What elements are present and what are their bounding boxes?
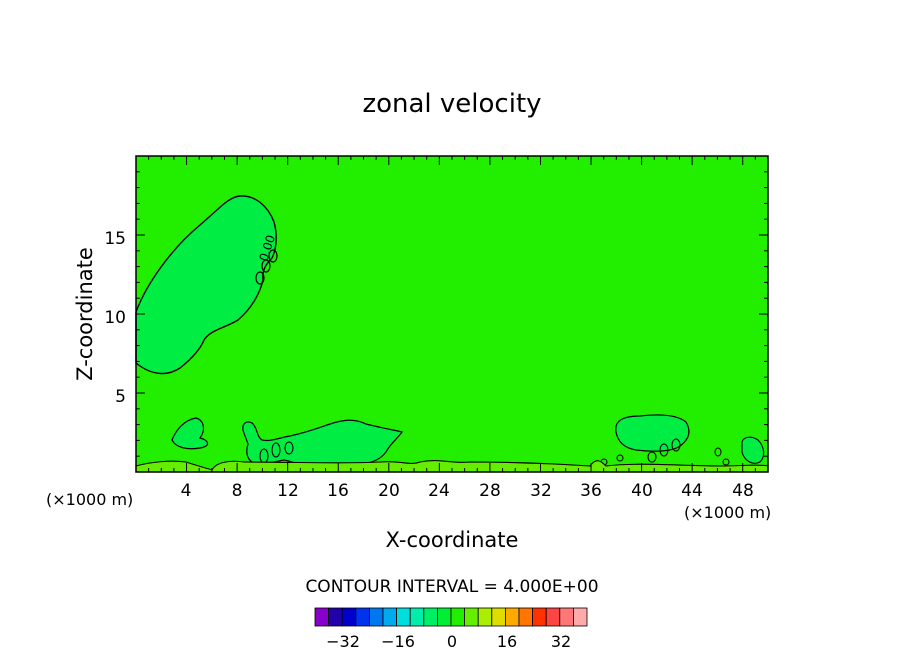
colorbar-swatch <box>464 607 479 627</box>
colorbar-swatch <box>314 607 330 627</box>
colorbar-swatch <box>423 607 438 627</box>
contour-loop <box>616 454 624 462</box>
colorbar-swatch <box>355 607 370 627</box>
colorbar-tick-label: 0 <box>447 632 457 651</box>
x-tick-label: 24 <box>428 481 450 501</box>
colorbar-swatch <box>559 607 574 627</box>
contour-region <box>615 414 690 452</box>
contour-loop <box>284 441 294 455</box>
x-tick-label: 36 <box>580 481 602 501</box>
contour-interval-text: CONTOUR INTERVAL = 4.000E+00 <box>305 577 598 597</box>
chart-title: zonal velocity <box>362 89 541 119</box>
contour-loop <box>255 271 265 285</box>
colorbar-swatch <box>328 607 343 627</box>
colorbar-swatch <box>368 607 384 627</box>
x-tick-label: 40 <box>631 481 653 501</box>
colorbar-swatch <box>518 607 534 627</box>
colorbar-tick-labels: −32 −16 0 16 32 <box>326 632 571 651</box>
colorbar-swatch <box>573 607 588 627</box>
contour-region <box>741 436 765 464</box>
x-tick-label: 48 <box>732 481 754 501</box>
contour-loop <box>261 259 271 273</box>
y-axis-label: Z-coordinate <box>73 247 97 381</box>
colorbar-swatch <box>382 607 398 627</box>
contour-loop <box>722 458 730 466</box>
contour-region <box>171 417 209 450</box>
colorbar-tick-label: 16 <box>497 632 517 651</box>
colorbar-swatch <box>396 607 411 627</box>
colorbar-swatch <box>504 607 520 627</box>
contour-loop <box>268 249 278 263</box>
contour-loop <box>714 447 722 457</box>
x-tick-label: 8 <box>232 481 243 501</box>
colorbar-swatch <box>409 607 425 627</box>
x-tick-labels: 4 8 12 16 20 24 28 32 36 40 44 48 <box>181 481 754 501</box>
colorbar-tick-label: −16 <box>381 632 415 651</box>
contour-loop <box>659 443 669 457</box>
colorbar-swatch <box>450 607 466 627</box>
y-tick-label: 15 <box>104 229 126 249</box>
colorbar-swatch <box>545 607 561 627</box>
x-tick-label: 12 <box>277 481 299 501</box>
contour-loop <box>271 442 281 458</box>
colorbar-swatch <box>436 607 452 627</box>
axis-ticks <box>136 156 768 472</box>
x-tick-label: 32 <box>530 481 552 501</box>
colorbar-swatch <box>491 607 506 627</box>
colorbar-tick-label: −32 <box>326 632 360 651</box>
plot-area: 0.00 <box>135 155 769 473</box>
contour-region <box>135 195 277 375</box>
x-tick-label: 4 <box>181 481 192 501</box>
colorbar <box>314 607 588 627</box>
y-tick-label: 5 <box>115 387 126 407</box>
colorbar-swatch <box>532 607 547 627</box>
x-unit-label: (×1000 m) <box>684 503 771 522</box>
colorbar-tick-label: 32 <box>551 632 571 651</box>
colorbar-swatch <box>477 607 493 627</box>
x-tick-label: 20 <box>378 481 400 501</box>
x-unit-label-left: (×1000 m) <box>46 490 133 509</box>
x-tick-label: 28 <box>479 481 501 501</box>
x-tick-label: 16 <box>327 481 349 501</box>
y-tick-label: 10 <box>104 308 126 328</box>
x-tick-label: 44 <box>681 481 703 501</box>
contour-loop <box>671 438 681 452</box>
contour-loop <box>647 451 657 463</box>
x-axis-label: X-coordinate <box>386 528 519 552</box>
colorbar-swatch <box>341 607 357 627</box>
